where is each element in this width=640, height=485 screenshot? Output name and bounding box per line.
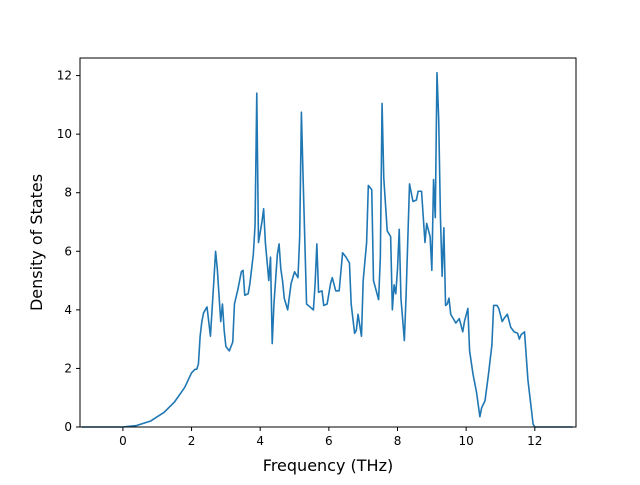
series-lines xyxy=(81,71,573,428)
x-axis-label: Frequency (THz) xyxy=(263,456,393,475)
y-tick-label: 4 xyxy=(64,303,72,317)
y-tick-label: 0 xyxy=(64,420,72,434)
x-tick-label: 8 xyxy=(394,434,402,448)
x-axis-ticks: 0 2 4 6 8 10 12 xyxy=(119,427,542,448)
y-tick-label: 12 xyxy=(57,69,72,83)
x-tick-label: 4 xyxy=(256,434,264,448)
x-tick-label: 2 xyxy=(188,434,196,448)
plot-frame xyxy=(79,57,577,428)
y-axis-label: Density of States xyxy=(27,174,46,311)
y-tick-label: 8 xyxy=(64,186,72,200)
y-axis-ticks: 0 2 4 6 8 10 12 xyxy=(57,69,80,434)
y-tick-label: 10 xyxy=(57,127,72,141)
x-tick-label: 10 xyxy=(459,434,474,448)
x-tick-label: 12 xyxy=(527,434,542,448)
y-tick-label: 6 xyxy=(64,244,72,258)
series-line xyxy=(81,71,573,428)
y-tick-label: 2 xyxy=(64,361,72,375)
x-tick-label: 0 xyxy=(119,434,127,448)
x-tick-label: 6 xyxy=(325,434,333,448)
